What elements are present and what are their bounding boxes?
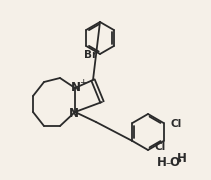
Text: –: –: [165, 158, 171, 168]
Text: O: O: [169, 156, 179, 170]
Text: H: H: [157, 156, 167, 170]
Text: H: H: [177, 152, 187, 165]
Text: N: N: [71, 80, 81, 93]
Text: Br: Br: [84, 50, 97, 60]
Text: N: N: [69, 107, 79, 120]
Text: +: +: [79, 78, 87, 87]
Text: Cl: Cl: [171, 119, 182, 129]
Text: Cl: Cl: [154, 142, 166, 152]
